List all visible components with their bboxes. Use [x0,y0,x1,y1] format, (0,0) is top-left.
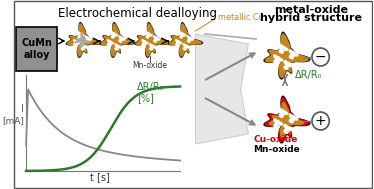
Text: metal-oxide: metal-oxide [274,5,348,15]
Polygon shape [77,31,85,39]
Text: ΔR/R₀: ΔR/R₀ [295,70,322,80]
FancyBboxPatch shape [16,27,57,71]
Polygon shape [145,31,153,39]
Circle shape [312,112,329,130]
Text: hybrid structure: hybrid structure [260,13,362,23]
Polygon shape [169,23,202,57]
Polygon shape [101,23,134,57]
Polygon shape [289,49,298,60]
Polygon shape [279,108,288,118]
Polygon shape [134,22,169,58]
Polygon shape [141,39,149,47]
Text: t [s]: t [s] [90,172,110,182]
Text: metallic Cu: metallic Cu [218,12,263,22]
Polygon shape [118,35,126,43]
Text: I: I [21,104,24,114]
Text: [mA]: [mA] [2,117,24,125]
Text: CuMn
alloy: CuMn alloy [21,38,52,60]
Text: ΔR/R₀: ΔR/R₀ [137,81,165,91]
Polygon shape [73,39,80,47]
Polygon shape [279,44,288,54]
Polygon shape [265,33,309,78]
Text: [%]: [%] [137,93,154,103]
Polygon shape [283,124,293,134]
Polygon shape [65,22,101,58]
Polygon shape [85,35,92,43]
Polygon shape [80,43,88,51]
Polygon shape [289,113,298,124]
Polygon shape [179,31,187,39]
Polygon shape [187,35,194,43]
Polygon shape [99,22,135,58]
Polygon shape [265,98,309,142]
Polygon shape [263,96,311,144]
Polygon shape [196,34,248,144]
Text: Mn-oxide: Mn-oxide [133,60,168,70]
Polygon shape [263,32,311,80]
Polygon shape [153,35,160,43]
Polygon shape [67,23,100,57]
Polygon shape [149,43,156,51]
Text: Cu-oxide: Cu-oxide [253,135,298,143]
Polygon shape [114,43,122,51]
Polygon shape [168,22,203,58]
Polygon shape [135,23,168,57]
Polygon shape [74,32,91,49]
Text: Electrochemical dealloying: Electrochemical dealloying [58,7,217,20]
Circle shape [312,48,329,66]
Text: −: − [315,50,327,64]
Polygon shape [183,43,190,51]
Polygon shape [111,31,118,39]
Polygon shape [273,118,283,129]
Polygon shape [107,39,114,47]
Polygon shape [283,60,293,70]
Polygon shape [175,39,183,47]
Polygon shape [269,102,304,138]
Text: +: + [315,114,327,128]
Text: Mn-oxide: Mn-oxide [253,145,300,153]
Polygon shape [273,54,283,64]
